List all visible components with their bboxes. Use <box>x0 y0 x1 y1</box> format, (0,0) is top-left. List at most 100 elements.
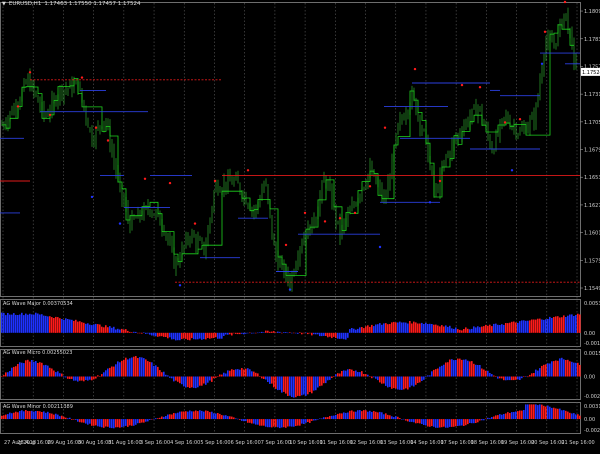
indicator-bar <box>531 319 533 333</box>
indicator-bar <box>249 419 251 423</box>
indicator-bar <box>87 323 89 333</box>
indicator-bar <box>287 376 289 396</box>
indicator-bar <box>401 322 403 333</box>
sell-arrow-marker <box>168 181 172 185</box>
indicator-bar <box>297 332 299 334</box>
indicator-bar <box>323 332 325 336</box>
indicator-bar <box>73 419 75 420</box>
indicator-bar <box>509 376 511 381</box>
indicator-bar <box>63 320 65 333</box>
indicator-bar <box>571 314 573 333</box>
indicator-bar <box>425 322 427 333</box>
indicator-bar <box>169 376 171 378</box>
indicator-bar <box>377 376 379 381</box>
indicator-bar <box>75 419 77 420</box>
sell-arrow-marker <box>323 220 327 223</box>
indicator-bar <box>519 410 521 420</box>
indicator-bar <box>427 419 429 427</box>
indicator-bar <box>413 376 415 387</box>
indicator-bar <box>561 410 563 419</box>
indicator-bar <box>29 361 31 377</box>
indicator-bar <box>209 332 211 339</box>
indicator-bar <box>257 332 259 334</box>
indicator-bar <box>315 332 317 335</box>
indicator-bar <box>443 419 445 427</box>
indicator-bar <box>137 358 139 377</box>
sell-arrow-marker <box>213 179 217 183</box>
indicator-bar <box>193 332 195 340</box>
indicator-bar <box>513 412 515 419</box>
indicator-bar <box>477 326 479 333</box>
indicator-bar <box>27 359 29 377</box>
indicator-bar <box>505 323 507 333</box>
indicator-bar <box>353 328 355 333</box>
indicator-bar <box>421 322 423 333</box>
indicator-bar <box>185 332 187 339</box>
indicator-bar <box>567 315 569 333</box>
indicator-bar <box>423 376 425 380</box>
indicator-bar <box>417 376 419 383</box>
indicator-bar <box>51 368 53 377</box>
indicator-bar <box>475 327 477 333</box>
indicator-bar <box>401 419 403 420</box>
indicator-bar <box>309 419 311 423</box>
indicator-bar <box>493 375 495 377</box>
indicator-bar <box>497 324 499 333</box>
indicator-bar <box>389 324 391 333</box>
indicator-bar <box>565 317 567 333</box>
indicator-bar <box>437 368 439 377</box>
indicator-bar <box>175 413 177 420</box>
indicator-bar <box>329 416 331 420</box>
indicator-bar <box>487 417 489 420</box>
indicator-bar <box>279 419 281 429</box>
indicator-bar <box>431 371 433 377</box>
indicator-bar <box>247 332 249 334</box>
indicator-bar <box>251 371 253 377</box>
indicator-bar <box>463 359 465 377</box>
indicator-bar <box>129 331 131 333</box>
indicator-bar <box>75 376 77 381</box>
indicator-bar <box>369 326 371 333</box>
indicator-bar <box>445 419 447 428</box>
indicator-bar <box>457 329 459 333</box>
sell-arrow-marker <box>28 71 32 74</box>
indicator-bar <box>11 314 13 333</box>
indicator-bar <box>567 411 569 420</box>
symbol-timeframe-label: EURUSD,H1 <box>8 1 42 7</box>
indicator-bar <box>505 376 507 381</box>
triangle-down-icon[interactable]: ▼ <box>2 1 6 7</box>
indicator-bar <box>349 369 351 377</box>
indicator-bar <box>487 370 489 377</box>
indicator-bar <box>61 319 63 333</box>
indicator-bar <box>139 332 141 334</box>
indicator-bar <box>315 419 317 421</box>
indicator-bar <box>533 404 535 419</box>
indicator-bar <box>367 374 369 377</box>
indicator-bar <box>429 323 431 333</box>
indicator-bar <box>427 324 429 333</box>
indicator-bar <box>575 315 577 333</box>
indicator-bar <box>113 326 115 333</box>
indicator-bar <box>429 419 431 427</box>
indicator-bar <box>339 373 341 377</box>
indicator-bar <box>205 376 207 385</box>
indicator-bar <box>17 412 19 419</box>
indicator-bar <box>119 362 121 377</box>
indicator-bar <box>3 375 5 377</box>
indicator-bar <box>411 323 413 333</box>
indicator-bar <box>199 376 201 386</box>
indicator-bar <box>365 410 367 420</box>
indicator-bar <box>517 411 519 419</box>
indicator-bar <box>225 373 227 377</box>
indicator-bar <box>215 413 217 420</box>
indicator-bar <box>185 376 187 388</box>
indicator-bar <box>137 419 139 424</box>
indicator-bar <box>105 325 107 333</box>
indicator-bar <box>93 324 95 333</box>
indicator-bar <box>97 419 99 427</box>
indicator-bar <box>241 368 243 377</box>
indicator-bar <box>115 329 117 333</box>
indicator-bar <box>219 374 221 377</box>
